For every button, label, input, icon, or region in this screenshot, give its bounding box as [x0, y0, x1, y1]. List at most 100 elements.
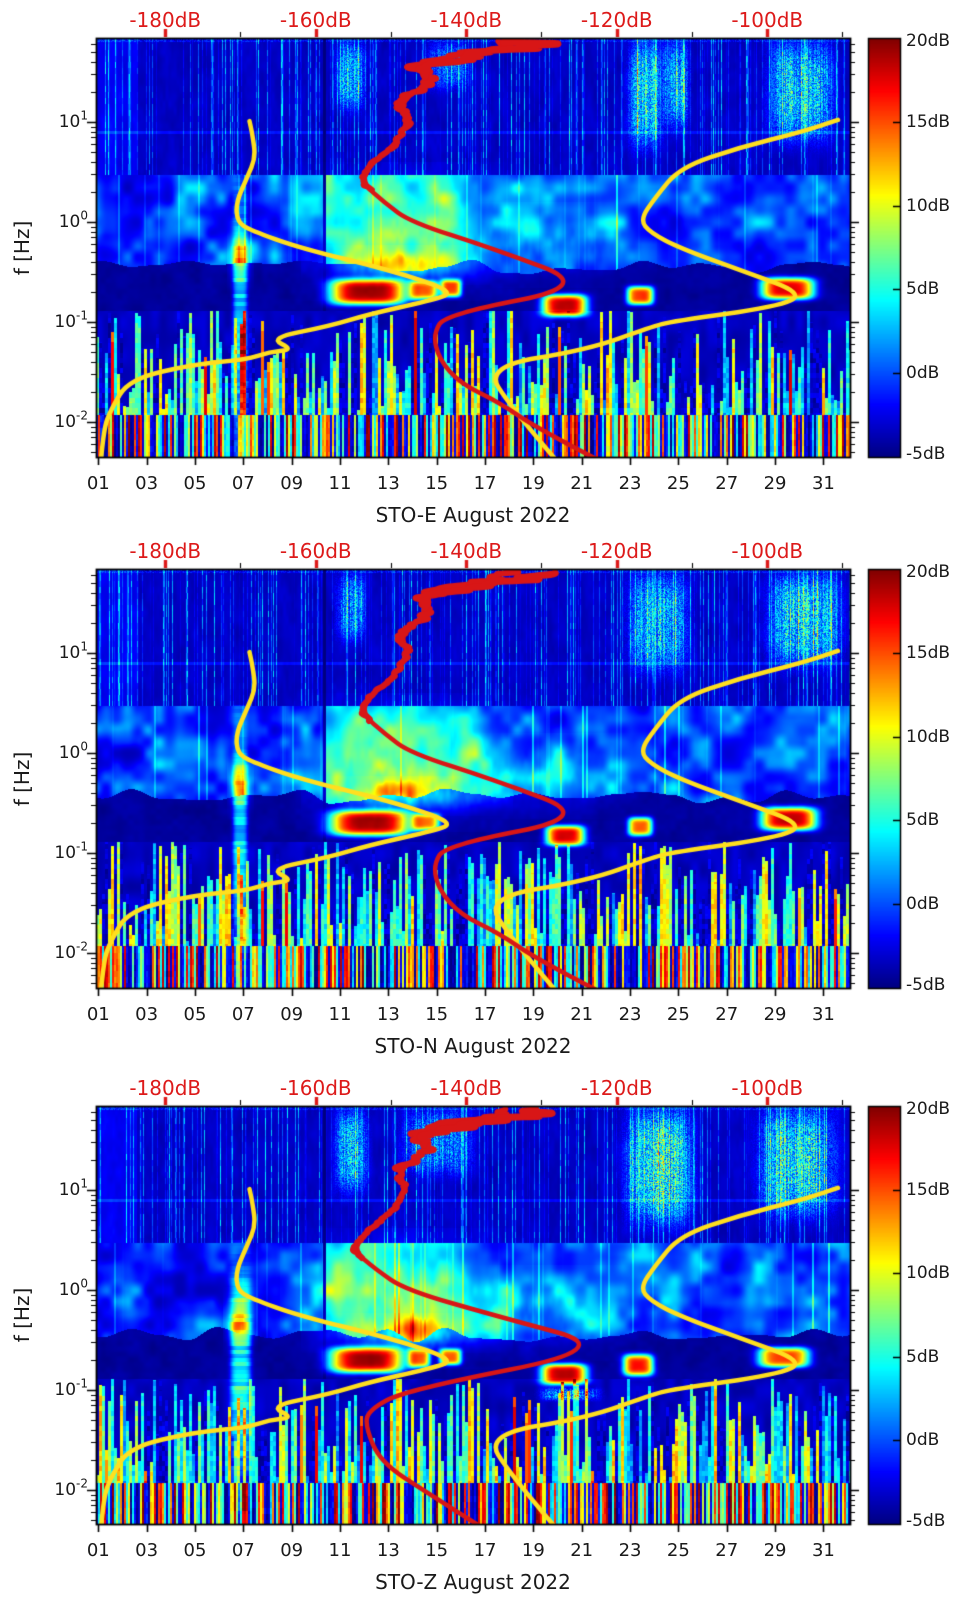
top-axis-tick-label: -160dB: [279, 539, 352, 563]
x-axis-tick-label: 07: [231, 473, 255, 494]
y-axis-tick-label: 100: [22, 208, 88, 233]
y-axis-tick-label: 10-1: [22, 839, 88, 864]
x-axis-tick-label: 09: [280, 1540, 304, 1561]
top-axis-tick-label: -140dB: [430, 539, 503, 563]
top-axis-tick-label: -100dB: [731, 1076, 804, 1100]
y-tick-exponent: 0: [80, 1276, 88, 1291]
colorbar-tick-label: 15dB: [906, 642, 951, 663]
x-axis-tick-label: 11: [328, 1540, 352, 1561]
x-axis-tick-label: 25: [666, 1004, 690, 1025]
colorbar-tick-label: 10dB: [906, 1263, 951, 1284]
colorbar-tick-label: 10dB: [906, 195, 951, 216]
y-tick-exponent: 0: [80, 739, 88, 754]
x-axis-tick-label: 13: [376, 1004, 400, 1025]
colorbar-tick-label: 10dB: [906, 726, 951, 747]
y-tick-base: 10: [58, 743, 81, 764]
x-axis-tick-label: 17: [473, 1540, 497, 1561]
y-tick-base: 10: [58, 643, 81, 664]
y-axis-tick-label: 10-2: [22, 408, 88, 433]
top-axis-tick-label: -160dB: [279, 1076, 352, 1100]
x-axis-tick-label: 25: [666, 1540, 690, 1561]
x-axis-tick-label: 15: [425, 1004, 449, 1025]
y-axis-label: f [Hz]: [10, 220, 34, 275]
top-axis-tick-label: -140dB: [430, 1076, 503, 1100]
y-tick-base: 10: [58, 1180, 81, 1201]
x-axis-tick-label: 27: [715, 1004, 739, 1025]
y-axis-tick-label: 10-2: [22, 1476, 88, 1501]
top-axis-tick-label: -120dB: [580, 1076, 653, 1100]
x-axis-tick-label: 11: [328, 473, 352, 494]
colorbar-tick-label: -5dB: [906, 975, 946, 995]
colorbar-tick-label: 5dB: [906, 279, 940, 300]
y-axis-label: f [Hz]: [10, 751, 34, 806]
x-axis-tick-label: 03: [135, 1540, 159, 1561]
x-axis-tick-label: 19: [521, 1540, 545, 1561]
top-axis-tick-label: -100dB: [731, 8, 804, 32]
y-tick-exponent: 0: [80, 208, 88, 223]
x-axis-tick-label: 13: [376, 473, 400, 494]
x-axis-tick-label: 05: [183, 1004, 207, 1025]
y-tick-base: 10: [58, 112, 81, 133]
y-tick-exponent: -2: [76, 939, 88, 954]
x-axis-tick-label: 11: [328, 1004, 352, 1025]
y-tick-base: 10: [54, 1480, 77, 1501]
colorbar-tick-label: 15dB: [906, 1179, 951, 1200]
y-tick-exponent: -2: [76, 408, 88, 423]
y-tick-base: 10: [54, 412, 77, 433]
x-axis-tick-label: 27: [715, 473, 739, 494]
y-tick-exponent: -1: [76, 308, 88, 323]
x-axis-tick-label: 15: [425, 1540, 449, 1561]
panel-title: STO-E August 2022: [375, 503, 571, 527]
y-tick-base: 10: [54, 1380, 77, 1401]
y-axis-tick-label: 100: [22, 739, 88, 764]
y-axis-tick-label: 100: [22, 1276, 88, 1301]
x-axis-tick-label: 25: [666, 473, 690, 494]
x-axis-tick-label: 21: [570, 473, 594, 494]
x-axis-tick-label: 09: [280, 1004, 304, 1025]
x-axis-tick-label: 07: [231, 1004, 255, 1025]
x-axis-tick-label: 21: [570, 1004, 594, 1025]
top-axis-tick-label: -140dB: [430, 8, 503, 32]
x-axis-tick-label: 23: [618, 473, 642, 494]
y-tick-base: 10: [54, 843, 77, 864]
x-axis-tick-label: 29: [763, 473, 787, 494]
panel-title: STO-N August 2022: [374, 1034, 572, 1058]
x-axis-tick-label: 13: [376, 1540, 400, 1561]
colorbar-tick-label: 0dB: [906, 363, 940, 384]
colorbar-tick-label: 15dB: [906, 111, 951, 132]
x-axis-tick-label: 15: [425, 473, 449, 494]
colorbar-tick-label: -5dB: [906, 1511, 946, 1531]
panel-title: STO-Z August 2022: [375, 1570, 571, 1594]
y-tick-exponent: 1: [80, 108, 88, 123]
x-axis-tick-label: 17: [473, 473, 497, 494]
top-axis-tick-label: -160dB: [279, 8, 352, 32]
top-axis-tick-label: -180dB: [129, 8, 202, 32]
y-axis-tick-label: 101: [22, 1177, 88, 1201]
x-axis-tick-label: 17: [473, 1004, 497, 1025]
y-tick-exponent: -2: [76, 1476, 88, 1491]
x-axis-tick-label: 01: [86, 1004, 110, 1025]
x-axis-tick-label: 21: [570, 1540, 594, 1561]
y-tick-base: 10: [58, 212, 81, 233]
y-axis-tick-label: 101: [22, 108, 88, 133]
x-axis-tick-label: 31: [811, 473, 835, 494]
y-tick-exponent: -1: [76, 1376, 88, 1391]
x-axis-tick-label: 03: [135, 473, 159, 494]
x-axis-tick-label: 03: [135, 1004, 159, 1025]
colorbar-tick-label: 0dB: [906, 1430, 940, 1451]
colorbar-tick-label: 0dB: [906, 894, 940, 915]
y-tick-exponent: -1: [76, 839, 88, 854]
top-axis-tick-label: -180dB: [129, 1076, 202, 1100]
x-axis-tick-label: 23: [618, 1540, 642, 1561]
y-axis-tick-label: 10-2: [22, 939, 88, 964]
colorbar-tick-label: 5dB: [906, 810, 940, 831]
x-axis-tick-label: 27: [715, 1540, 739, 1561]
x-axis-tick-label: 19: [521, 1004, 545, 1025]
y-axis-tick-label: 10-1: [22, 1376, 88, 1401]
colorbar-tick-label: -5dB: [906, 444, 946, 464]
colorbar-tick-label: 20dB: [906, 562, 951, 582]
colorbar-tick-label: 20dB: [906, 1099, 951, 1119]
x-axis-tick-label: 07: [231, 1540, 255, 1561]
